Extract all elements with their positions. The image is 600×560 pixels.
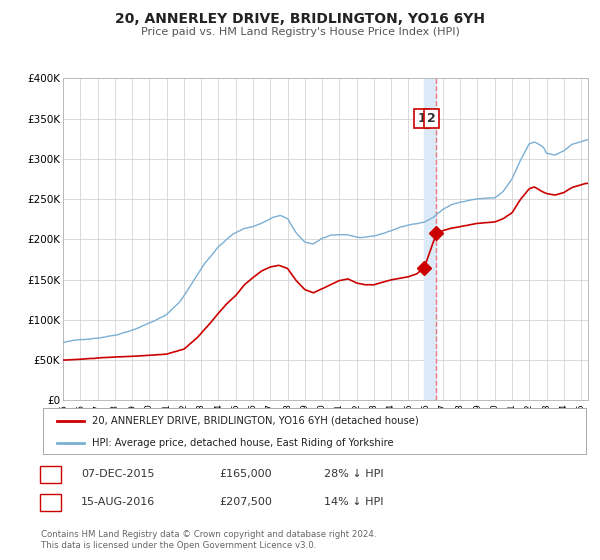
- Text: 1: 1: [418, 112, 426, 125]
- Text: Contains HM Land Registry data © Crown copyright and database right 2024.: Contains HM Land Registry data © Crown c…: [41, 530, 376, 539]
- Bar: [424, 78, 436, 400]
- Text: HPI: Average price, detached house, East Riding of Yorkshire: HPI: Average price, detached house, East…: [92, 437, 394, 447]
- Text: 07-DEC-2015: 07-DEC-2015: [81, 469, 155, 479]
- Text: 2: 2: [427, 112, 436, 125]
- Text: 28% ↓ HPI: 28% ↓ HPI: [324, 469, 383, 479]
- Text: 20, ANNERLEY DRIVE, BRIDLINGTON, YO16 6YH: 20, ANNERLEY DRIVE, BRIDLINGTON, YO16 6Y…: [115, 12, 485, 26]
- Text: £165,000: £165,000: [219, 469, 272, 479]
- Text: £207,500: £207,500: [219, 497, 272, 507]
- Text: 2: 2: [47, 497, 54, 507]
- Text: This data is licensed under the Open Government Licence v3.0.: This data is licensed under the Open Gov…: [41, 541, 316, 550]
- Text: 14% ↓ HPI: 14% ↓ HPI: [324, 497, 383, 507]
- Text: 20, ANNERLEY DRIVE, BRIDLINGTON, YO16 6YH (detached house): 20, ANNERLEY DRIVE, BRIDLINGTON, YO16 6Y…: [92, 416, 419, 426]
- Text: Price paid vs. HM Land Registry's House Price Index (HPI): Price paid vs. HM Land Registry's House …: [140, 27, 460, 38]
- Text: 1: 1: [47, 469, 54, 479]
- Text: 15-AUG-2016: 15-AUG-2016: [81, 497, 155, 507]
